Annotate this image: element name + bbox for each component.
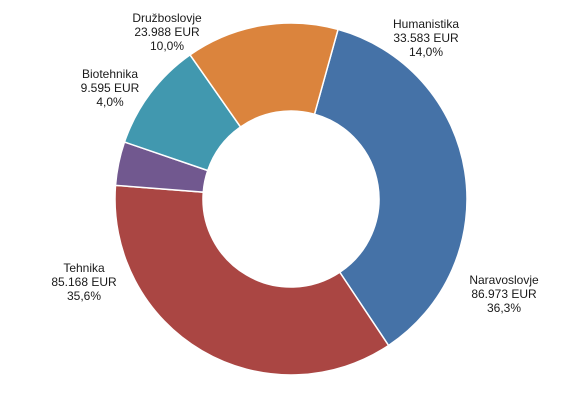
slice-label-percent: 36,3%: [487, 301, 521, 315]
slice-label-value: 86.973 EUR: [471, 287, 537, 301]
slice-labels: Naravoslovje 86.973 EUR 36,3% Tehnika 85.168…: [51, 11, 539, 315]
slice-tehnika: [114, 184, 390, 376]
slice-label-tehnika: Tehnika 85.168 EUR 35,6%: [51, 261, 117, 303]
slice-naravoslovje: [313, 28, 468, 347]
slice-label-percent: 4,0%: [96, 95, 124, 109]
slice-label-percent: 14,0%: [409, 45, 443, 59]
donut-slices: [114, 22, 468, 376]
slice-label-humanistika: Humanistika 33.583 EUR 14,0%: [393, 17, 459, 59]
slice-label-value: 85.168 EUR: [51, 275, 117, 289]
slice-humanistika: [188, 22, 339, 128]
slice-label-name: Humanistika: [393, 17, 459, 31]
slice-label-value: 33.583 EUR: [393, 31, 459, 45]
slice-label-percent: 10,0%: [150, 39, 184, 53]
slice-label-naravoslovje: Naravoslovje 86.973 EUR 36,3%: [469, 273, 539, 315]
slice-label-druzboslovje: Družboslovje 23.988 EUR 10,0%: [132, 11, 202, 53]
slice-label-name: Naravoslovje: [469, 273, 539, 287]
slice-label-name: Družboslovje: [132, 11, 202, 25]
slice-label-value: 23.988 EUR: [134, 25, 200, 39]
slice-label-name: Tehnika: [63, 261, 105, 275]
slice-label-biotehnika: Biotehnika 9.595 EUR 4,0%: [81, 67, 140, 109]
slice-label-percent: 35,6%: [67, 289, 101, 303]
slice-label-value: 9.595 EUR: [81, 81, 140, 95]
slice-label-name: Biotehnika: [82, 67, 138, 81]
